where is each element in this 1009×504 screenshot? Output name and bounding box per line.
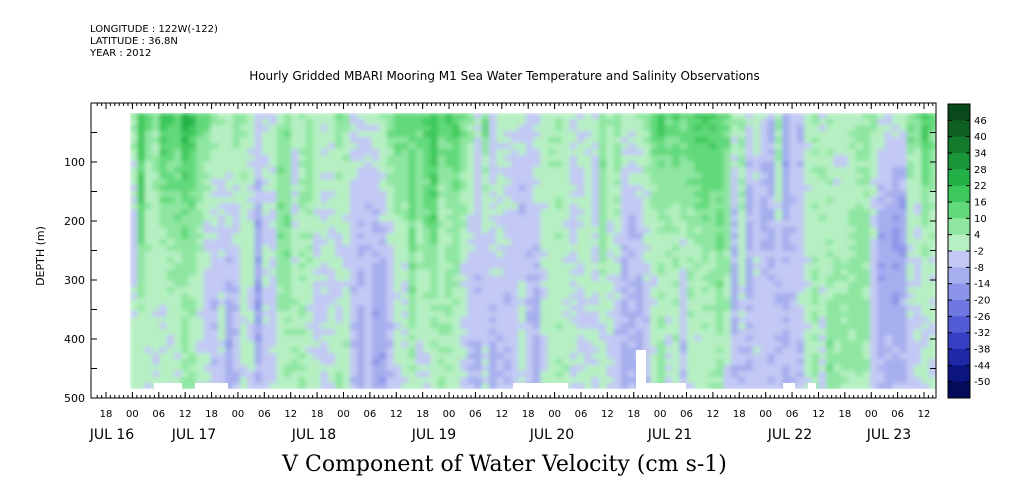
colorbar: 46 40 34 28 22 16 10 4 -2 -8 -14 -20 -26 -32 -38 -44 -50 xyxy=(947,103,990,399)
colorbar-segment xyxy=(948,218,970,236)
x-hour-label: 00 xyxy=(443,409,456,420)
x-hour-label: 18 xyxy=(100,409,113,420)
y-axis-label: DEPTH (m) xyxy=(34,226,47,286)
x-hour-label: 06 xyxy=(469,409,482,420)
x-hour-label: 18 xyxy=(416,409,429,420)
longitude-label: LONGITUDE : 122W(-122) xyxy=(90,24,218,35)
x-day-label: JUL 22 xyxy=(767,427,812,443)
x-hour-label: 12 xyxy=(179,409,192,420)
x-hour-label: 06 xyxy=(364,409,377,420)
x-hour-label: 06 xyxy=(680,409,693,420)
x-hour-label: 12 xyxy=(812,409,825,420)
data-gap xyxy=(808,383,816,390)
colorbar-segment xyxy=(948,300,970,317)
colorbar-label: 16 xyxy=(974,198,987,209)
x-day-label: JUL 21 xyxy=(647,427,692,443)
colorbar-label: 4 xyxy=(974,230,980,241)
x-hour-label: 06 xyxy=(786,409,799,420)
data-gap xyxy=(646,383,686,390)
x-hour-label: 18 xyxy=(311,409,324,420)
colorbar-label: 28 xyxy=(974,165,987,176)
y-tick-label: 500 xyxy=(64,392,85,405)
x-day-label: JUL 16 xyxy=(89,427,135,443)
x-hour-label: 06 xyxy=(891,409,904,420)
data-gaps xyxy=(154,350,816,390)
colorbar-segment xyxy=(948,136,970,154)
colorbar-segment xyxy=(948,169,970,187)
colorbar-label: -26 xyxy=(974,312,990,323)
colorbar-segment xyxy=(948,349,970,366)
colorbar-label: -14 xyxy=(974,279,990,290)
colorbar-label: 10 xyxy=(974,214,987,225)
data-gap xyxy=(636,350,646,390)
data-gap xyxy=(195,383,228,390)
y-tick-label: 200 xyxy=(64,215,85,228)
colorbar-label: -38 xyxy=(974,345,990,356)
y-axis: 100 200 300 400 500 xyxy=(64,102,936,405)
x-axis-label: V Component of Water Velocity (cm s-1) xyxy=(282,452,727,477)
chart-title: Hourly Gridded MBARI Mooring M1 Sea Wate… xyxy=(249,69,760,83)
x-hour-label: 18 xyxy=(838,409,851,420)
x-hour-label: 06 xyxy=(152,409,165,420)
x-hour-label: 00 xyxy=(337,409,350,420)
x-hour-label: 00 xyxy=(548,409,561,420)
colorbar-label: -32 xyxy=(974,328,990,339)
x-hour-label: 12 xyxy=(495,409,508,420)
colorbar-label: -8 xyxy=(974,263,984,274)
colorbar-label: -20 xyxy=(974,296,990,307)
colorbar-label: 22 xyxy=(974,181,987,192)
colorbar-segment xyxy=(948,234,970,252)
colorbar-segment xyxy=(948,251,970,268)
x-hour-label: 06 xyxy=(575,409,588,420)
x-hour-label: 00 xyxy=(759,409,772,420)
colorbar-segment xyxy=(948,267,970,285)
year-label: YEAR : 2012 xyxy=(90,48,152,59)
colorbar-segment xyxy=(948,381,970,399)
x-hour-label: 18 xyxy=(522,409,535,420)
x-hour-label: 18 xyxy=(733,409,746,420)
colorbar-segment xyxy=(948,365,970,383)
colorbar-label: 46 xyxy=(974,116,987,127)
velocity-heatmap xyxy=(130,113,936,389)
x-hour-label: 12 xyxy=(390,409,403,420)
x-hour-label: 12 xyxy=(918,409,931,420)
colorbar-label: -44 xyxy=(974,361,990,372)
data-gap xyxy=(783,383,795,390)
x-hour-label: 18 xyxy=(205,409,218,420)
x-axis: 18 00 06 12 18 00 06 12 18 00 06 12 18 00 06 12 18 00 06 12… xyxy=(89,103,934,443)
y-tick-label: 400 xyxy=(64,333,85,346)
x-hour-label: 12 xyxy=(284,409,297,420)
latitude-label: LATITUDE : 36.8N xyxy=(90,36,178,47)
x-hour-label: 06 xyxy=(258,409,271,420)
x-hour-label: 00 xyxy=(654,409,667,420)
colorbar-label: 40 xyxy=(974,132,987,143)
colorbar-segment xyxy=(948,185,970,203)
colorbar-segment xyxy=(948,120,970,138)
colorbar-segment xyxy=(948,332,970,350)
colorbar-label: -50 xyxy=(974,377,990,388)
x-hour-label: 00 xyxy=(865,409,878,420)
colorbar-segment xyxy=(948,153,970,170)
x-hour-label: 00 xyxy=(232,409,245,420)
x-day-label: JUL 23 xyxy=(866,427,911,443)
y-tick-label: 100 xyxy=(64,156,85,169)
x-day-label: JUL 20 xyxy=(529,427,574,443)
x-day-label: JUL 19 xyxy=(411,427,456,443)
data-gap xyxy=(513,383,568,390)
data-gap xyxy=(154,383,182,390)
colorbar-label: 34 xyxy=(974,149,987,160)
x-hour-label: 12 xyxy=(707,409,720,420)
colorbar-segment xyxy=(948,202,970,219)
colorbar-segment xyxy=(948,104,970,121)
x-hour-label: 12 xyxy=(601,409,614,420)
colorbar-segment xyxy=(948,283,970,301)
colorbar-segment xyxy=(948,316,970,334)
x-day-label: JUL 18 xyxy=(291,427,336,443)
x-day-label: JUL 17 xyxy=(171,427,216,443)
x-hour-label: 18 xyxy=(627,409,640,420)
colorbar-label: -2 xyxy=(974,247,984,258)
x-hour-label: 00 xyxy=(126,409,139,420)
y-tick-label: 300 xyxy=(64,274,85,287)
